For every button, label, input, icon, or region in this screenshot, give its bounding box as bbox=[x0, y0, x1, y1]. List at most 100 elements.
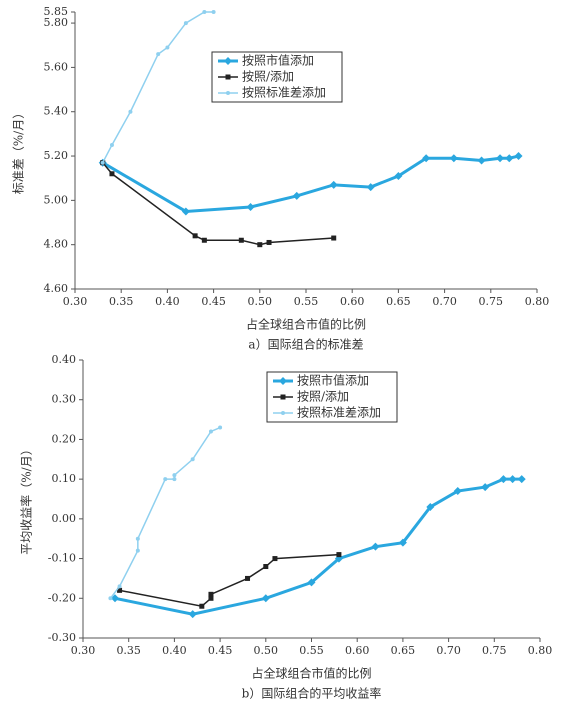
marker bbox=[449, 154, 458, 163]
marker bbox=[266, 239, 272, 245]
x-tick-label: 0.35 bbox=[116, 644, 141, 657]
y-tick-label: 0.40 bbox=[52, 353, 77, 366]
x-tick-label: 0.45 bbox=[201, 295, 226, 308]
series-line bbox=[102, 162, 334, 246]
marker bbox=[261, 594, 270, 603]
marker bbox=[246, 203, 255, 212]
marker bbox=[165, 45, 170, 50]
x-tick-label: 0.65 bbox=[391, 644, 416, 657]
marker bbox=[336, 552, 342, 558]
series-line bbox=[119, 553, 339, 608]
marker bbox=[224, 57, 232, 65]
marker bbox=[192, 233, 198, 239]
marker bbox=[172, 473, 177, 478]
x-tick-label: 0.75 bbox=[479, 295, 504, 308]
marker bbox=[517, 475, 526, 484]
marker bbox=[208, 595, 214, 601]
legend-label: 按照/添加 bbox=[242, 70, 294, 84]
marker bbox=[226, 91, 230, 95]
x-axis-title: 占全球组合市值的比例 bbox=[251, 666, 371, 681]
y-tick-label: 0.30 bbox=[52, 393, 77, 406]
marker bbox=[394, 171, 403, 180]
y-tick-label: 5.00 bbox=[44, 193, 69, 206]
legend-label: 按照标准差添加 bbox=[242, 86, 326, 100]
marker bbox=[172, 477, 177, 482]
marker bbox=[109, 171, 115, 177]
chart: 4.60 4.80 5.00 5.20 5.40 5.60 5.805.85 0.30 0.35… bbox=[12, 5, 550, 352]
legend-label: 按照标准差添加 bbox=[297, 406, 381, 420]
series-line bbox=[114, 477, 522, 616]
y-axis-title: 平均收益率（%/月） bbox=[19, 443, 34, 554]
chart-caption: a）国际组合的标准差 bbox=[248, 337, 363, 352]
legend-label: 按照市值添加 bbox=[242, 53, 314, 68]
y-tick-label: 0.10 bbox=[52, 472, 77, 485]
marker bbox=[208, 591, 214, 597]
marker bbox=[398, 538, 407, 547]
x-tick-label: 0.50 bbox=[254, 644, 279, 657]
x-tick-label: 0.55 bbox=[299, 644, 324, 657]
marker bbox=[100, 160, 105, 165]
y-tick-label: 4.80 bbox=[44, 238, 69, 251]
marker bbox=[211, 10, 216, 14]
marker bbox=[135, 536, 140, 541]
x-tick-label: 0.30 bbox=[63, 295, 88, 308]
marker bbox=[109, 142, 114, 147]
marker bbox=[163, 477, 168, 482]
marker bbox=[257, 242, 263, 248]
marker bbox=[263, 564, 269, 570]
marker bbox=[202, 10, 207, 14]
y-tick-label: 5.80 bbox=[44, 16, 69, 29]
marker bbox=[481, 483, 490, 492]
chart: -0.30 -0.20 -0.10 0.00 0.10 0.20 0.30 0.40 0.30 0… bbox=[19, 353, 553, 701]
marker bbox=[329, 180, 338, 189]
x-tick-label: 0.80 bbox=[528, 644, 553, 657]
marker bbox=[156, 52, 161, 57]
marker bbox=[181, 207, 190, 216]
marker bbox=[117, 584, 122, 589]
legend-label: 按照市值添加 bbox=[297, 373, 369, 388]
marker bbox=[108, 596, 113, 601]
marker bbox=[280, 394, 286, 400]
marker bbox=[225, 74, 231, 80]
y-tick-label: 5.60 bbox=[44, 60, 69, 73]
marker bbox=[371, 542, 380, 551]
x-tick-label: 0.30 bbox=[71, 644, 96, 657]
marker bbox=[135, 548, 140, 553]
marker bbox=[331, 235, 337, 241]
marker bbox=[505, 154, 514, 163]
marker bbox=[499, 475, 508, 484]
marker bbox=[508, 475, 517, 484]
y-tick-label: -0.10 bbox=[48, 552, 76, 565]
x-tick-label: 0.50 bbox=[248, 295, 273, 308]
marker bbox=[117, 587, 123, 593]
marker bbox=[422, 154, 431, 163]
y-tick-label: 4.60 bbox=[44, 282, 69, 295]
marker bbox=[426, 502, 435, 511]
y-axis-title: 标准差（%/月） bbox=[12, 107, 26, 194]
marker bbox=[366, 183, 375, 192]
x-tick-label: 0.70 bbox=[436, 644, 461, 657]
y-tick-label: 0.00 bbox=[52, 512, 77, 525]
marker bbox=[199, 603, 205, 609]
y-tick-label: 5.20 bbox=[44, 149, 69, 162]
y-tick-label: 5.85 bbox=[44, 5, 69, 18]
x-tick-label: 0.40 bbox=[155, 295, 180, 308]
marker bbox=[201, 237, 207, 243]
x-tick-label: 0.65 bbox=[386, 295, 411, 308]
x-tick-label: 0.45 bbox=[208, 644, 233, 657]
marker bbox=[292, 191, 301, 200]
y-tick-label: 5.40 bbox=[44, 105, 69, 118]
series-line bbox=[102, 11, 214, 164]
marker bbox=[307, 578, 316, 587]
marker bbox=[128, 109, 133, 114]
marker bbox=[477, 156, 486, 165]
x-tick-label: 0.60 bbox=[345, 644, 370, 657]
marker bbox=[279, 377, 287, 385]
marker bbox=[190, 457, 195, 462]
y-tick-label: -0.30 bbox=[48, 631, 76, 644]
marker bbox=[218, 425, 223, 430]
marker bbox=[238, 237, 244, 243]
y-tick-label: -0.20 bbox=[48, 591, 76, 604]
x-tick-label: 0.75 bbox=[482, 644, 507, 657]
